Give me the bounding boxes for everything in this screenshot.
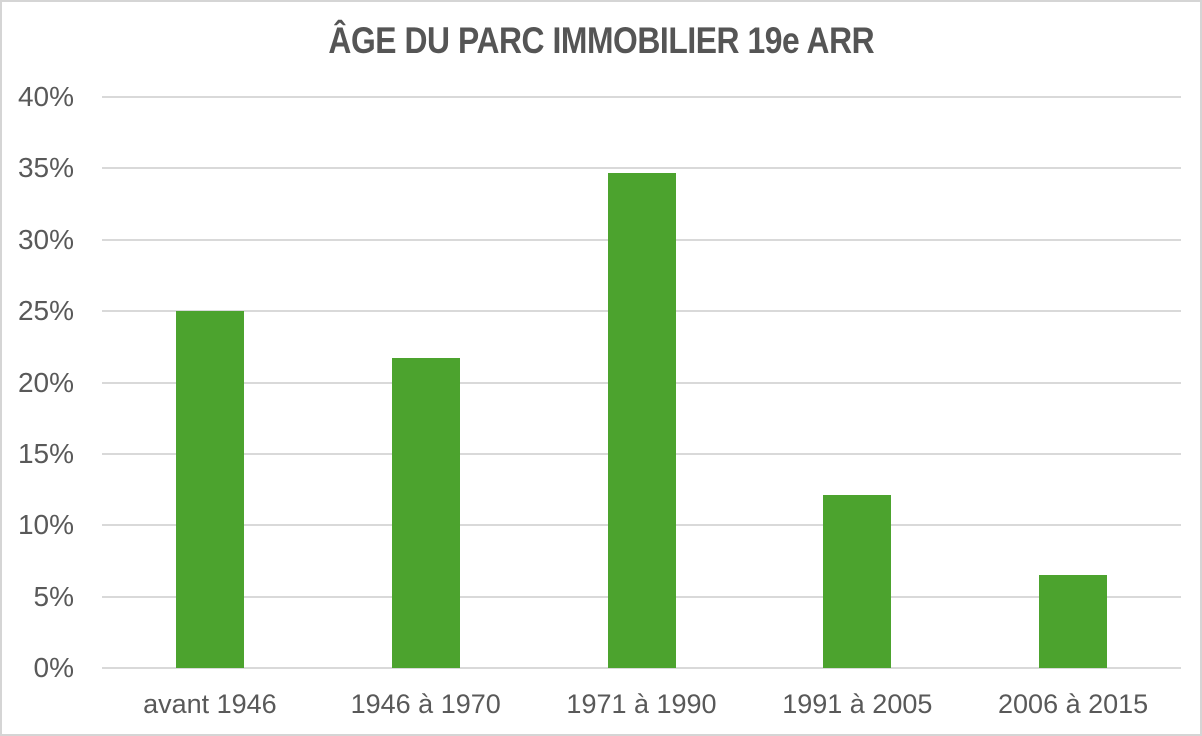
y-axis: 0% 5% 10% 15% 20% 25% 30% 35% 40% xyxy=(2,82,74,683)
y-tick-label-35: 35% xyxy=(17,152,74,184)
gridline-0 xyxy=(102,667,1181,669)
y-tick-label-10: 10% xyxy=(17,509,74,541)
x-tick-label-1: avant 1946 xyxy=(143,689,277,719)
bar-2006-à-2015 xyxy=(1039,575,1108,668)
y-tick-label-5: 5% xyxy=(33,580,74,612)
x-tick-label-4: 1991 à 2005 xyxy=(782,689,933,719)
bar-1971-à-1990 xyxy=(607,172,676,668)
y-tick-label-0: 0% xyxy=(33,652,74,683)
x-tick-label-2: 1946 à 1970 xyxy=(350,689,501,719)
chart-title-text: ÂGE DU PARC IMMOBILIER 19e ARR xyxy=(328,20,874,61)
chart-title: ÂGE DU PARC IMMOBILIER 19e ARR xyxy=(2,20,1200,62)
bar-1946-à-1970 xyxy=(391,358,460,668)
y-tick-label-15: 15% xyxy=(17,437,74,469)
y-tick-label-30: 30% xyxy=(17,223,74,255)
y-tick-label-40: 40% xyxy=(17,81,74,112)
y-tick-label-25: 25% xyxy=(17,295,74,327)
y-tick-label-20: 20% xyxy=(17,366,74,398)
x-tick-label-3: 1971 à 1990 xyxy=(566,689,717,719)
x-axis: avant 1946 1946 à 1970 1971 à 1990 1991 à 2… xyxy=(102,688,1181,720)
x-tick-label-5: 2006 à 2015 xyxy=(998,689,1149,719)
gridline-35 xyxy=(102,167,1181,170)
bar-1991-à-2005 xyxy=(823,495,892,668)
plot-area xyxy=(102,96,1181,669)
bar-avant-1946 xyxy=(175,311,244,668)
gridline-40 xyxy=(102,96,1181,98)
